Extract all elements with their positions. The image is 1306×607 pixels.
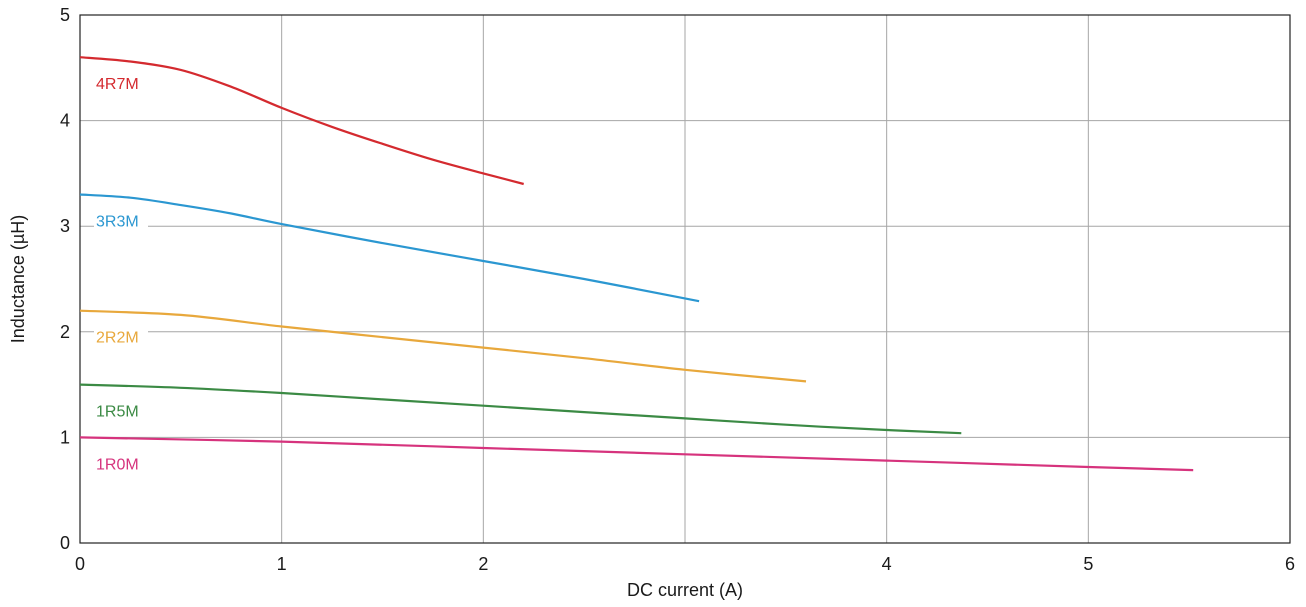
- series-label-4R7M: 4R7M: [96, 76, 139, 93]
- series-group: [79, 56, 1194, 472]
- plot-frame: [79, 14, 1291, 544]
- series-line-2R2M: [79, 309, 807, 383]
- series-label-3R3M: 3R3M: [96, 214, 139, 231]
- y-tick-label: 3: [60, 216, 70, 236]
- y-tick-label: 4: [60, 111, 70, 131]
- series-line-4R7M: [79, 56, 524, 186]
- x-tick-label: 2: [478, 554, 488, 574]
- y-tick-label: 1: [60, 427, 70, 447]
- series-label-1R0M: 1R0M: [96, 456, 139, 473]
- series-label-1R5M: 1R5M: [96, 404, 139, 421]
- y-tick-label: 5: [60, 5, 70, 25]
- series-label-background: [94, 328, 148, 347]
- x-axis-title: DC current (A): [627, 580, 743, 600]
- series-label-background: [94, 212, 148, 231]
- series-label-background: [94, 455, 148, 474]
- x-tick-label: 5: [1083, 554, 1093, 574]
- x-tick-label: 6: [1285, 554, 1295, 574]
- y-tick-label: 0: [60, 533, 70, 553]
- series-line-1R0M: [79, 436, 1194, 472]
- series-line-1R5M: [79, 383, 962, 435]
- series-label-background: [94, 75, 148, 94]
- grid: [80, 15, 1290, 543]
- x-tick-label: 1: [277, 554, 287, 574]
- series-label-background: [94, 402, 148, 421]
- x-tick-label: 0: [75, 554, 85, 574]
- y-tick-label: 2: [60, 322, 70, 342]
- series-line-3R3M: [79, 193, 700, 303]
- y-axis-title: Inductance (µH): [8, 215, 28, 343]
- series-labels: 4R7M 3R3M 2R2M 1R5M 1R0M: [94, 75, 148, 474]
- x-tick-label: 4: [882, 554, 892, 574]
- series-label-2R2M: 2R2M: [96, 330, 139, 347]
- x-axis-ticks: 0 1 2 4 5 6: [75, 554, 1295, 574]
- y-axis-ticks: 0 1 2 3 4 5: [60, 5, 70, 553]
